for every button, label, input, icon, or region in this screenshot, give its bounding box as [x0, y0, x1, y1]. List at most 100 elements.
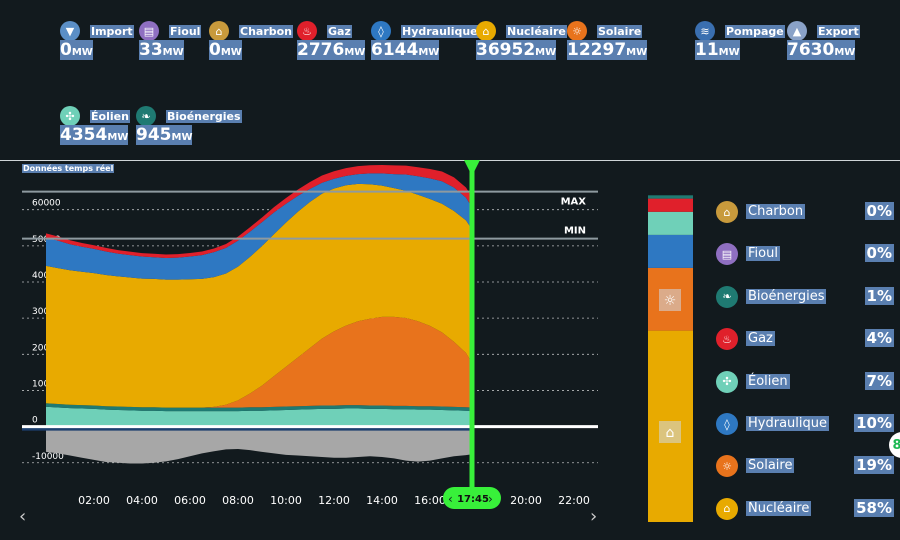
realtime-label: Données temps réel	[22, 164, 115, 173]
legend-item[interactable]: ♨ Gaz 4%	[716, 328, 900, 351]
production-area-chart[interactable]: -100000100002000030000400005000060000 MA…	[0, 150, 620, 540]
legend-item[interactable]: ▤ Fioul 0%	[716, 243, 900, 266]
legend-percent: 0%	[864, 202, 894, 220]
area-gaz	[46, 165, 472, 258]
legend-item[interactable]: ⌂ Nucléaire 58%	[716, 497, 900, 520]
legend-percent: 0%	[864, 244, 894, 263]
side-panel-tab[interactable]: 8	[889, 432, 900, 458]
barrel-icon: ▤	[716, 243, 738, 266]
kpi-label: Pompage	[725, 25, 785, 38]
kpi-value: 945MW	[136, 125, 193, 145]
y-tick-label: -10000	[32, 452, 64, 462]
water-drop-icon: ◊	[371, 21, 391, 41]
coal-icon: ⌂	[209, 21, 229, 41]
kpi-label: Solaire	[597, 25, 643, 38]
wind-turbine-icon: ✣	[60, 106, 80, 126]
legend-item[interactable]: ⌂ Charbon 0%	[716, 201, 900, 223]
chevron-left-icon[interactable]: ‹	[448, 492, 453, 506]
barrel-icon: ▤	[139, 21, 159, 41]
cursor-handle-top[interactable]	[464, 160, 480, 176]
energy-mix-bar: ☼⌂	[648, 195, 693, 522]
time-cursor[interactable]: ‹ 17:45 ›	[443, 160, 501, 509]
legend-label: Hydraulique	[746, 416, 829, 431]
chevron-right-icon[interactable]: ›	[488, 492, 493, 506]
area-bioenergies	[46, 403, 472, 412]
legend-percent: 4%	[864, 329, 894, 348]
x-tick-label: 06:00	[174, 494, 206, 507]
legend-percent: 19%	[854, 456, 894, 475]
legend-label: Éolien	[746, 373, 790, 389]
pump-icon: ≋	[695, 21, 715, 41]
area-pompage	[22, 426, 472, 431]
x-tick-label: 12:00	[318, 494, 350, 507]
sun-icon: ☼	[716, 455, 738, 478]
kpi-label: Éolien	[90, 110, 130, 123]
chevron-up-icon: ▲	[787, 21, 807, 41]
nuclear-plant-icon: ⌂	[476, 21, 496, 41]
bar-segment-gaz	[648, 198, 693, 212]
leaf-icon: ❧	[136, 106, 156, 126]
sun-icon-glyph: ☼	[664, 293, 677, 309]
legend-label: Solaire	[746, 458, 795, 474]
x-tick-label: 08:00	[222, 494, 254, 507]
area-nucleaire	[46, 183, 472, 408]
kpi-value: 36952MW	[476, 40, 557, 60]
wind-turbine-icon: ✣	[716, 370, 738, 393]
kpi-label: Nucléaire	[506, 25, 567, 38]
kpi-label: Import	[90, 25, 134, 38]
prev-day-button[interactable]: ‹	[19, 506, 27, 527]
legend-label: Bioénergies	[746, 288, 827, 304]
y-tick-label: 0	[32, 416, 38, 426]
chevron-down-icon: ▼	[60, 21, 80, 41]
nuclear-plant-icon: ⌂	[716, 497, 738, 520]
legend-item[interactable]: ☼ Solaire 19%	[716, 455, 900, 478]
x-tick-label: 14:00	[366, 494, 398, 507]
legend-item[interactable]: ✣ Éolien 7%	[716, 370, 900, 393]
kpi-label: Hydraulique	[401, 25, 479, 38]
kpi-value: 2776MW	[297, 40, 366, 60]
legend-label: Gaz	[746, 331, 775, 347]
flame-icon: ♨	[716, 328, 738, 351]
area-solaire	[46, 316, 472, 408]
leaf-icon: ❧	[716, 285, 738, 308]
nuclear-plant-icon-glyph: ⌂	[666, 425, 675, 441]
kpi-label: Gaz	[327, 25, 352, 38]
legend-percent: 1%	[864, 286, 894, 305]
section-divider	[0, 160, 900, 161]
y-tick-label: 60000	[32, 199, 61, 209]
kpi-value: 0MW	[60, 40, 93, 60]
kpi-value: 4354MW	[60, 125, 129, 145]
legend-label: Fioul	[746, 246, 780, 262]
bar-segment-eolien	[648, 211, 693, 235]
x-tick-label: 20:00	[510, 494, 542, 507]
next-day-button[interactable]: ›	[590, 506, 598, 527]
kpi-value: 0MW	[209, 40, 242, 60]
kpi-value: 33MW	[139, 40, 184, 60]
legend-item[interactable]: ◊ Hydraulique 10%	[716, 413, 900, 435]
area-eolien	[46, 406, 472, 427]
kpi-label: Fioul	[169, 25, 202, 38]
kpi-value: 7630MW	[787, 40, 856, 60]
min-label: MIN	[564, 226, 586, 237]
x-tick-label: 10:00	[270, 494, 302, 507]
sun-icon: ☼	[567, 21, 587, 41]
bar-segment-hydraulique	[648, 234, 693, 268]
bar-segment-bioenergies	[648, 195, 693, 199]
max-label: MAX	[561, 197, 587, 208]
cursor-time-pill[interactable]	[443, 487, 501, 509]
x-tick-label: 16:00	[414, 494, 446, 507]
coal-icon: ⌂	[716, 201, 738, 223]
nuclear-plant-icon	[659, 421, 681, 443]
legend-item[interactable]: ❧ Bioénergies 1%	[716, 285, 900, 308]
kpi-value: 11MW	[695, 40, 740, 60]
kpi-label: Export	[817, 25, 860, 38]
water-drop-icon: ◊	[716, 413, 738, 435]
kpi-value: 12297MW	[567, 40, 648, 60]
flame-icon: ♨	[297, 21, 317, 41]
x-tick-label: 04:00	[126, 494, 158, 507]
legend-percent: 7%	[864, 371, 894, 390]
kpi-value: 6144MW	[371, 40, 440, 60]
sun-icon	[659, 289, 681, 311]
legend-label: Charbon	[746, 204, 806, 219]
legend-label: Nucléaire	[746, 500, 812, 516]
